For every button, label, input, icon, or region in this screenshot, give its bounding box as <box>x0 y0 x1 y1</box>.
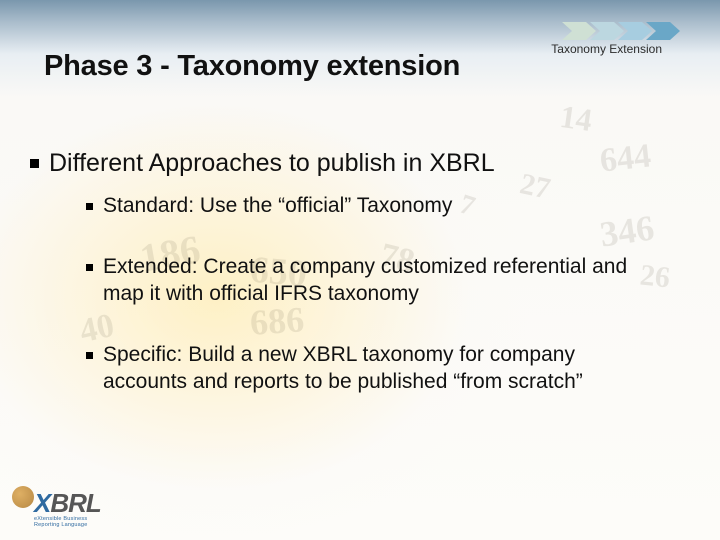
breadcrumb-label: Taxonomy Extension <box>551 42 662 56</box>
globe-icon <box>12 486 34 508</box>
list-item: Specific: Build a new XBRL taxonomy for … <box>86 342 684 396</box>
heading-text: Different Approaches to publish in XBRL <box>49 148 495 179</box>
sub-bullets: Standard: Use the “official” Taxonomy Ex… <box>86 193 684 395</box>
square-bullet-icon <box>86 264 93 271</box>
list-item-text: Extended: Create a company customized re… <box>103 254 663 308</box>
slide-title: Phase 3 - Taxonomy extension <box>44 50 460 83</box>
square-bullet-icon <box>30 159 39 168</box>
chevron-icon <box>646 22 680 40</box>
slide: 14644271866506867834626407 Taxonomy Exte… <box>0 0 720 540</box>
heading-bullet: Different Approaches to publish in XBRL <box>30 148 684 179</box>
square-bullet-icon <box>86 352 93 359</box>
square-bullet-icon <box>86 203 93 210</box>
list-item: Extended: Create a company customized re… <box>86 254 684 308</box>
breadcrumb-chevrons <box>568 22 680 40</box>
content-area: Different Approaches to publish in XBRL … <box>30 148 684 430</box>
list-item-text: Standard: Use the “official” Taxonomy <box>103 193 452 220</box>
list-item-text: Specific: Build a new XBRL taxonomy for … <box>103 342 663 396</box>
bg-number: 14 <box>558 98 595 139</box>
xbrl-logo: XBRL eXtensible Business Reporting Langu… <box>16 484 112 528</box>
list-item: Standard: Use the “official” Taxonomy <box>86 193 684 220</box>
logo-brand: XBRL <box>34 488 112 519</box>
